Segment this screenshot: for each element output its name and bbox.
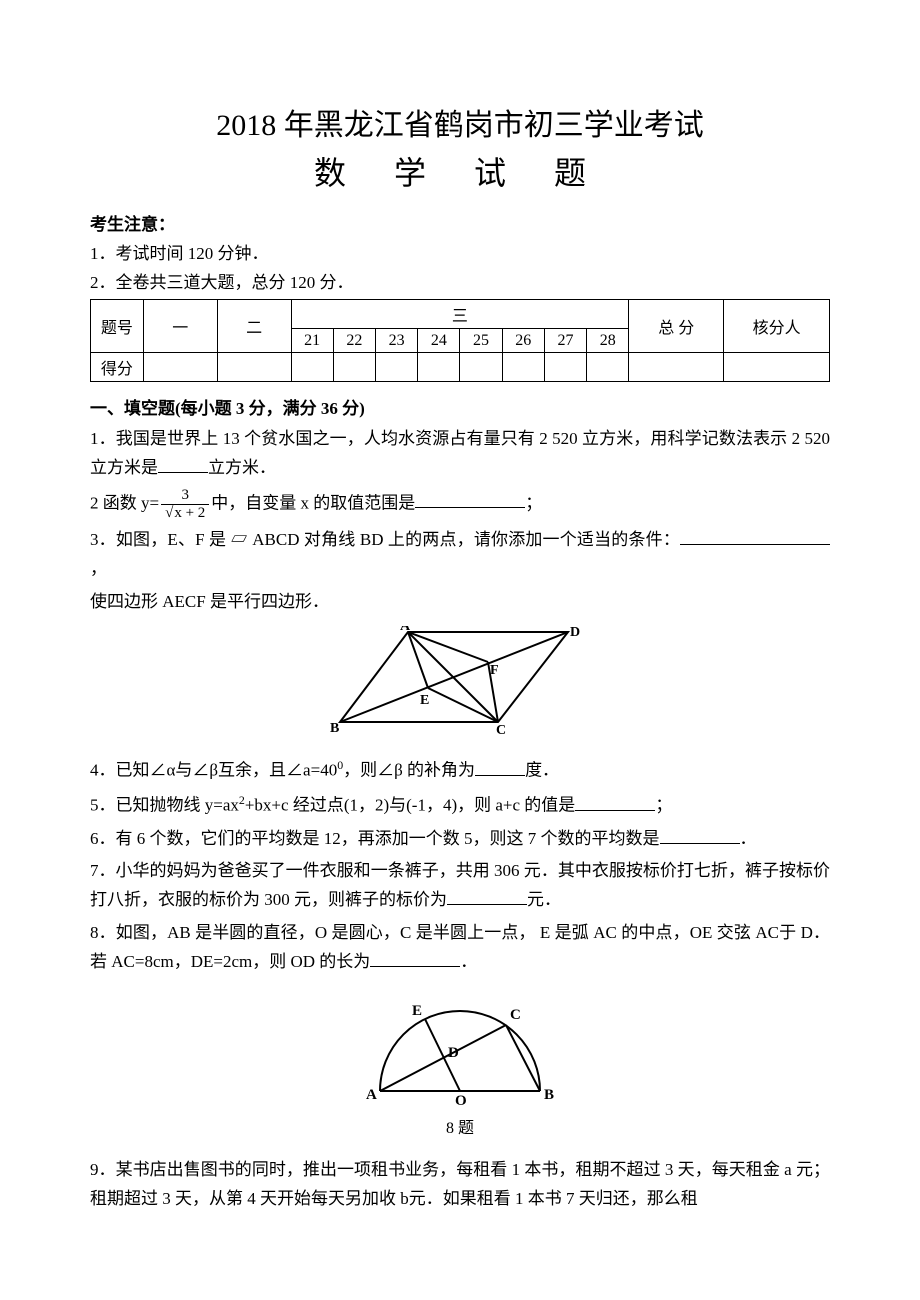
q6-post: ．: [740, 829, 757, 848]
exam-title-line1: 2018 年黑龙江省鹤岗市初三学业考试: [90, 100, 830, 144]
q2-post: ；: [525, 493, 542, 512]
label-F: F: [490, 663, 499, 678]
cell-blank: [291, 353, 333, 382]
cell-q25: 25: [460, 329, 502, 353]
question-3-line2: 使四边形 AECF 是平行四边形．: [90, 588, 830, 617]
label-D: D: [448, 1045, 459, 1061]
question-4: 4．已知∠α与∠β互余，且∠a=400，则∠β 的补角为度．: [90, 755, 830, 786]
label-C: C: [496, 723, 506, 736]
cell-blank: [629, 353, 724, 382]
figure-q3: A B C D E F: [90, 626, 830, 741]
blank: [660, 827, 740, 844]
cell-blank: [217, 353, 291, 382]
blank: [575, 794, 655, 811]
sqrt-radicand: x + 2: [173, 505, 205, 521]
q2-mid: 中，自变量 x 的取值范围是: [211, 493, 415, 512]
question-6: 6．有 6 个数，它们的平均数是 12，再添加一个数 5，则这 7 个数的平均数…: [90, 825, 830, 854]
cell-blank: [587, 353, 629, 382]
frac-denominator: √x + 2: [161, 505, 209, 522]
question-1: 1．我国是世界上 13 个贫水国之一，人均水资源占有量只有 2 520 立方米，…: [90, 425, 830, 483]
label-E: E: [420, 693, 429, 708]
q2-pre: 2 函数 y=: [90, 493, 159, 512]
question-3: 3．如图，E、F 是 ▱ ABCD 对角线 BD 上的两点，请你添加一个适当的条…: [90, 526, 830, 584]
blank: [415, 491, 525, 508]
cell-blank: [418, 353, 460, 382]
cell-q27: 27: [544, 329, 586, 353]
cell-blank: [376, 353, 418, 382]
blank: [370, 950, 460, 967]
blank: [447, 888, 527, 905]
q4-pre: 4．已知∠α与∠β互余，且∠a=40: [90, 761, 337, 780]
notice-item-2: 2．全卷共三道大题，总分 120 分．: [90, 268, 830, 293]
q1-text-post: 立方米．: [208, 458, 276, 477]
label-C: C: [510, 1007, 521, 1023]
fraction: 3√x + 2: [161, 487, 209, 522]
exam-title-line2: 数 学 试 题: [90, 148, 830, 194]
cell-blank: [502, 353, 544, 382]
cell-section-2: 二: [217, 300, 291, 353]
q5-mid: +bx+c 经过点(1，2)与(-1，4)，则 a+c 的值是: [245, 796, 575, 815]
question-5: 5．已知抛物线 y=ax2+bx+c 经过点(1，2)与(-1，4)，则 a+c…: [90, 790, 830, 821]
q4-post: 度．: [525, 761, 559, 780]
cell-section-3: 三: [291, 300, 629, 329]
q8-post: ．: [460, 952, 477, 971]
cell-checker: 核分人: [724, 300, 830, 353]
score-table: 题号 一 二 三 总 分 核分人 21 22 23 24 25 26 27 28…: [90, 299, 830, 382]
label-B: B: [330, 721, 339, 736]
cell-defen: 得分: [91, 353, 144, 382]
cell-q22: 22: [333, 329, 375, 353]
cell-blank: [724, 353, 830, 382]
blank: [158, 456, 208, 473]
cell-blank: [544, 353, 586, 382]
cell-section-1: 一: [143, 300, 217, 353]
question-2: 2 函数 y=3√x + 2中，自变量 x 的取值范围是 ；: [90, 487, 830, 522]
blank: [475, 759, 525, 776]
cell-q21: 21: [291, 329, 333, 353]
q5-post: ；: [655, 796, 672, 815]
question-9: 9．某书店出售图书的同时，推出一项租书业务，每租看 1 本书，租期不超过 3 天…: [90, 1156, 830, 1214]
cell-q24: 24: [418, 329, 460, 353]
label-A: A: [366, 1087, 377, 1103]
cell-q26: 26: [502, 329, 544, 353]
semicircle-diagram: A B O C E D: [360, 987, 560, 1107]
q5-pre: 5．已知抛物线 y=ax: [90, 796, 239, 815]
cell-blank: [460, 353, 502, 382]
q7-post: 元．: [527, 890, 561, 909]
section-1-heading: 一、填空题(每小题 3 分，满分 36 分): [90, 394, 830, 419]
figure-q8: A B O C E D 8 题: [90, 987, 830, 1138]
cell-blank: [143, 353, 217, 382]
cell-tihao: 题号: [91, 300, 144, 353]
table-row: 题号 一 二 三 总 分 核分人: [91, 300, 830, 329]
question-8: 8．如图，AB 是半圆的直径，O 是圆心，C 是半圆上一点， E 是弧 AC 的…: [90, 919, 830, 977]
cell-total: 总 分: [629, 300, 724, 353]
label-E: E: [412, 1003, 422, 1019]
notice-heading: 考生注意：: [90, 210, 830, 235]
q6-pre: 6．有 6 个数，它们的平均数是 12，再添加一个数 5，则这 7 个数的平均数…: [90, 829, 660, 848]
q3-mid: ，: [90, 559, 107, 578]
cell-q23: 23: [376, 329, 418, 353]
question-7: 7．小华的妈妈为爸爸买了一件衣服和一条裤子，共用 306 元．其中衣服按标价打七…: [90, 857, 830, 915]
notice-item-1: 1．考试时间 120 分钟．: [90, 239, 830, 264]
frac-numerator: 3: [161, 487, 209, 505]
parallelogram-diagram: A B C D E F: [330, 626, 590, 736]
table-row: 得分: [91, 353, 830, 382]
q4-mid: ，则∠β 的补角为: [343, 761, 475, 780]
label-B: B: [544, 1087, 554, 1103]
q3-pre: 3．如图，E、F 是 ▱ ABCD 对角线 BD 上的两点，请你添加一个适当的条…: [90, 530, 680, 549]
figure-q8-caption: 8 题: [90, 1114, 830, 1138]
label-O: O: [455, 1093, 467, 1107]
cell-blank: [333, 353, 375, 382]
label-D: D: [570, 626, 580, 640]
blank: [680, 528, 830, 545]
label-A: A: [400, 626, 411, 634]
cell-q28: 28: [587, 329, 629, 353]
